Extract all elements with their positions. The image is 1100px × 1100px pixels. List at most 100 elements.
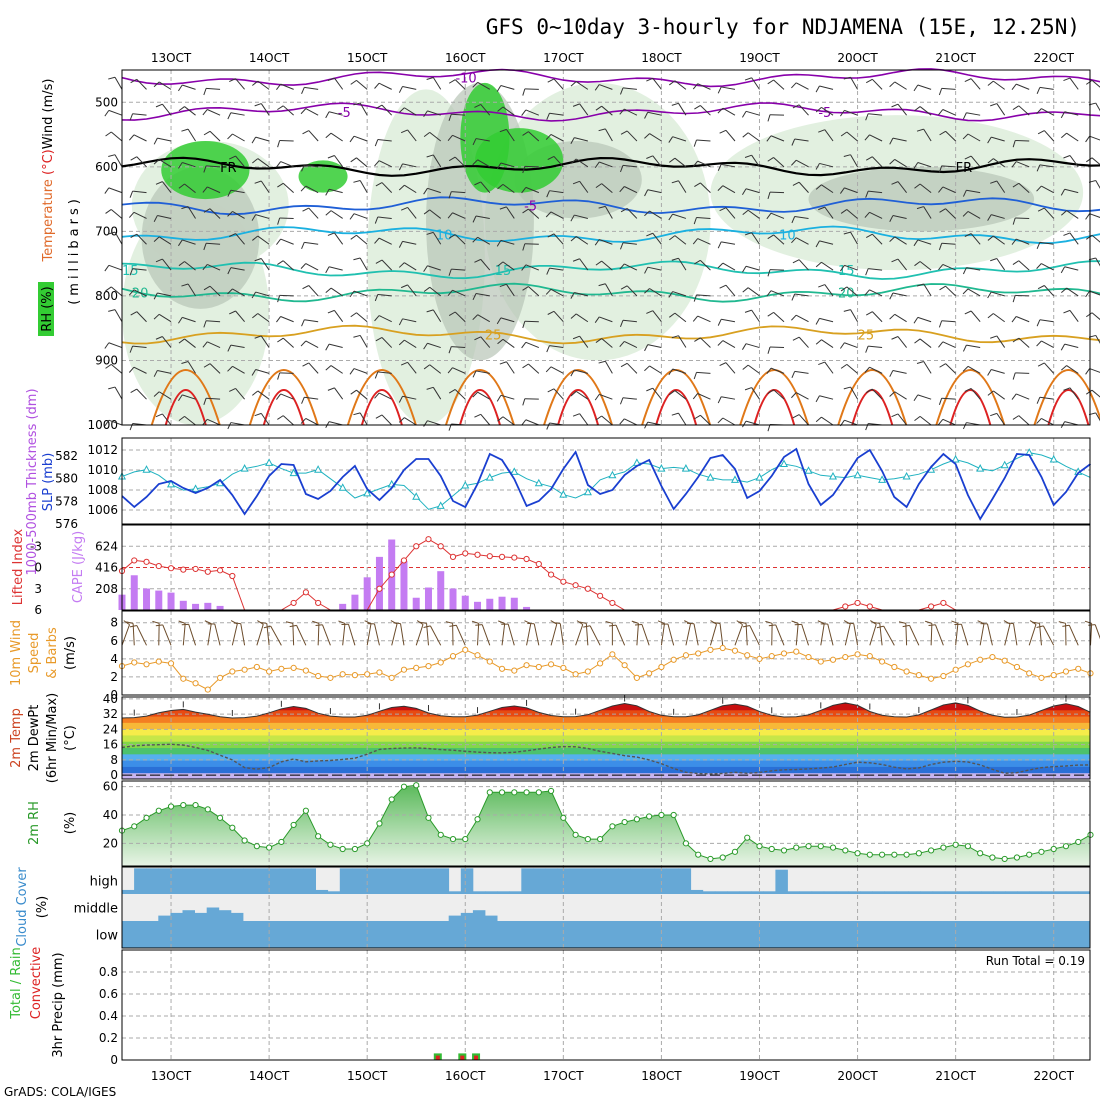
wind-barb-flag: [178, 162, 183, 169]
wind-barb: [930, 623, 933, 646]
wind-barb: [795, 392, 809, 400]
wind-barb-flag: [889, 215, 894, 223]
wind-barb: [260, 413, 270, 426]
wind-barb: [917, 162, 932, 168]
wind-barb: [377, 293, 392, 297]
series-point: [204, 806, 211, 813]
wind-barb: [970, 388, 981, 400]
cloud-row-label: low: [96, 929, 119, 944]
wind-barb: [500, 317, 515, 323]
wind-barb: [795, 623, 799, 646]
wind-barb: [795, 159, 809, 168]
wind-barb-flag: [423, 209, 431, 215]
series-point: [131, 823, 138, 830]
wind-barb-flag: [692, 238, 699, 245]
wind-barb: [892, 369, 907, 374]
wind-barb: [824, 206, 834, 219]
series-point: [779, 459, 789, 467]
wind-barb: [917, 239, 932, 245]
wind-barb-flag: [839, 110, 845, 117]
wind-barb: [798, 414, 809, 426]
wind-barb: [700, 182, 711, 193]
wind-barb-flag: [349, 368, 355, 375]
series-point: [449, 653, 457, 660]
wind-barb-flag: [129, 625, 137, 628]
wind-barb: [897, 413, 907, 426]
wind-barb: [330, 132, 343, 142]
wind-barb: [626, 285, 638, 297]
cloud-cell: [436, 921, 450, 948]
series-point: [1001, 657, 1008, 664]
wind-barb: [773, 79, 785, 90]
rh-shade-green: [298, 160, 348, 193]
wind-barb-flag: [744, 309, 752, 313]
series-point: [216, 567, 224, 574]
series-point: [143, 558, 150, 565]
wind-barb: [136, 625, 147, 646]
series-point: [278, 665, 285, 672]
y-tick-temp: 40: [103, 692, 118, 706]
panel-label: 1000-500mb Thickness (dm): [25, 388, 40, 575]
series-point: [621, 818, 628, 826]
wind-barb-flag: [229, 155, 236, 160]
cape-bar: [486, 598, 494, 610]
wind-barb-flag: [570, 369, 575, 377]
wind-barb-flag: [938, 243, 943, 251]
x-tick-top: 19OCT: [739, 51, 780, 65]
wind-barb: [721, 86, 736, 90]
wind-barb: [454, 79, 466, 90]
wind-barb: [162, 103, 172, 116]
cloud-cell: [1053, 891, 1067, 894]
panel-label: CAPE (J/kg): [71, 531, 86, 603]
cloud-cell: [218, 868, 232, 894]
wind-barb: [255, 214, 270, 219]
wind-barb-flag: [1036, 397, 1041, 404]
wind-barb: [374, 623, 380, 646]
series-point: [437, 543, 444, 550]
wind-barb-flag: [964, 233, 972, 237]
wind-barb: [330, 287, 343, 297]
cloud-cell: [485, 921, 498, 948]
wind-barb-flag: [302, 362, 310, 367]
wind-barb-flag: [178, 620, 186, 624]
precip-rain-bar: [435, 1055, 440, 1060]
wind-barb-flag: [717, 185, 724, 191]
y-tick-precip: 0.2: [99, 1031, 118, 1045]
wind-barb: [1066, 287, 1079, 297]
wind-barb: [821, 339, 834, 348]
wind-barb: [871, 78, 883, 90]
wind-barb: [1043, 130, 1055, 142]
y-tick-temp: 16: [103, 738, 118, 752]
panel-label: 10m Wind: [9, 620, 24, 686]
wind-barb-flag: [251, 136, 257, 144]
wind-barb: [905, 623, 908, 646]
wind-barb-flag: [423, 625, 431, 628]
wind-barb: [685, 623, 691, 646]
wind-barb-flag: [374, 139, 379, 147]
wind-barb: [919, 183, 932, 194]
series-point: [523, 555, 530, 563]
wind-barb-flag: [153, 391, 160, 397]
y-tick-cape: 208: [95, 582, 118, 596]
wind-barb: [158, 391, 172, 400]
wind-barb-flag: [913, 239, 919, 247]
wind-barb-flag: [130, 156, 138, 161]
wind-barb: [589, 625, 601, 646]
wind-barb-flag: [864, 289, 870, 296]
wind-barb: [429, 209, 442, 219]
wind-barb-flag: [153, 313, 160, 320]
wind-barb-flag: [277, 415, 284, 420]
wind-barb-flag: [1036, 87, 1041, 95]
wind-barb: [722, 107, 736, 116]
wind-barb-flag: [692, 83, 699, 90]
cloud-cell: [376, 921, 389, 948]
wind-barb: [480, 336, 491, 348]
y-tick-pressure: 700: [95, 224, 118, 238]
cloud-cell: [884, 921, 897, 948]
wind-barb-flag: [315, 624, 323, 627]
wind-barb-flag: [889, 313, 896, 320]
wind-barb: [604, 206, 613, 219]
wind-barb: [187, 361, 196, 374]
wind-barb: [528, 363, 540, 374]
